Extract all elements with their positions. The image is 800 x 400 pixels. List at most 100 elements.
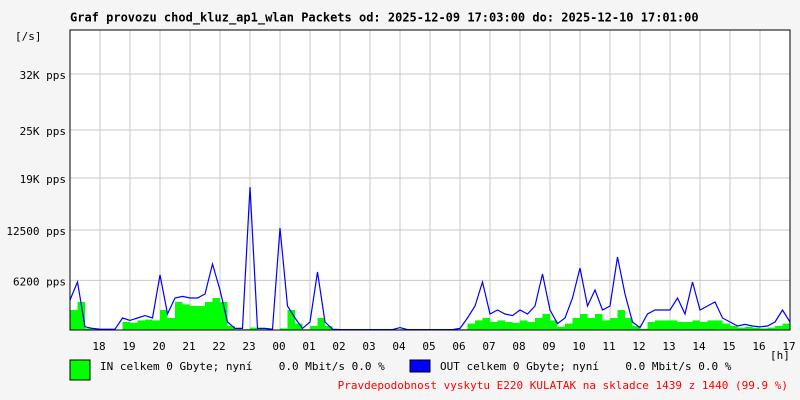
in-bar bbox=[677, 322, 685, 330]
in-bar bbox=[122, 322, 130, 330]
chart-title: Graf provozu chod_kluz_ap1_wlan Packets … bbox=[70, 11, 699, 26]
x-tick-label: 00 bbox=[272, 340, 285, 353]
in-bar bbox=[647, 322, 655, 330]
in-bar bbox=[475, 320, 483, 330]
in-bar bbox=[550, 320, 558, 330]
legend-label: OUT celkem 0 Gbyte; nyní 0.0 Mbit/s 0.0 … bbox=[440, 360, 732, 373]
in-bar bbox=[482, 318, 490, 330]
in-bar bbox=[535, 318, 543, 330]
in-bar bbox=[737, 327, 745, 330]
x-tick-label: 17 bbox=[782, 340, 795, 353]
x-tick-label: 13 bbox=[662, 340, 675, 353]
in-bar bbox=[565, 323, 573, 330]
x-tick-label: 07 bbox=[482, 340, 495, 353]
legend-swatch bbox=[409, 359, 431, 373]
y-tick-label: 19K pps bbox=[20, 173, 66, 186]
x-tick-label: 19 bbox=[122, 340, 135, 353]
y-tick-label: 12500 pps bbox=[6, 225, 66, 238]
x-tick-label: 04 bbox=[392, 340, 406, 353]
in-bar bbox=[745, 326, 753, 330]
in-bar bbox=[505, 322, 513, 330]
in-bar bbox=[212, 298, 220, 330]
x-tick-label: 18 bbox=[92, 340, 105, 353]
in-bar bbox=[700, 322, 708, 330]
x-tick-label: 06 bbox=[452, 340, 465, 353]
x-tick-label: 15 bbox=[722, 340, 735, 353]
in-bar bbox=[190, 306, 198, 330]
in-bar bbox=[730, 326, 738, 330]
x-tick-label: 22 bbox=[212, 340, 225, 353]
in-bar bbox=[715, 320, 723, 330]
in-bar bbox=[130, 322, 138, 330]
in-bar bbox=[520, 320, 528, 330]
in-bar bbox=[220, 302, 228, 330]
in-bar bbox=[310, 326, 318, 330]
x-tick-label: 02 bbox=[332, 340, 345, 353]
in-bar bbox=[692, 320, 700, 330]
in-bar bbox=[557, 326, 565, 330]
in-bar bbox=[617, 310, 625, 330]
in-bar bbox=[602, 320, 610, 330]
in-bar bbox=[662, 320, 670, 330]
in-bar bbox=[760, 328, 768, 330]
in-bar bbox=[610, 318, 618, 330]
in-bar bbox=[70, 310, 78, 330]
in-bar bbox=[137, 320, 145, 330]
in-bar bbox=[250, 327, 258, 330]
in-bar bbox=[205, 302, 213, 330]
in-bar bbox=[287, 310, 295, 330]
y-tick-label: 32K pps bbox=[20, 69, 66, 82]
in-bar bbox=[767, 327, 775, 330]
footnote: Pravdepodobnost vyskytu E220 KULATAK na … bbox=[338, 379, 788, 392]
in-bar bbox=[77, 302, 85, 330]
in-bar bbox=[227, 326, 235, 330]
y-tick-label: 6200 pps bbox=[13, 275, 66, 288]
x-axis-label: [h] bbox=[770, 349, 790, 362]
x-tick-label: 01 bbox=[302, 340, 315, 353]
in-bar bbox=[722, 323, 730, 330]
x-tick-label: 05 bbox=[422, 340, 435, 353]
in-bar bbox=[85, 328, 93, 330]
in-bar bbox=[467, 323, 475, 330]
in-bar bbox=[145, 319, 153, 330]
in-bar bbox=[295, 323, 303, 330]
in-bar bbox=[782, 323, 790, 330]
in-bar bbox=[490, 322, 498, 330]
y-axis-label: [/s] bbox=[15, 30, 42, 43]
in-bar bbox=[542, 314, 550, 330]
in-bar bbox=[497, 320, 505, 330]
in-bar bbox=[655, 320, 663, 330]
legend-swatch bbox=[69, 359, 91, 381]
x-tick-label: 08 bbox=[512, 340, 525, 353]
in-bar bbox=[707, 320, 715, 330]
x-tick-label: 21 bbox=[182, 340, 195, 353]
in-bar bbox=[670, 320, 678, 330]
grid bbox=[70, 30, 791, 330]
in-bar bbox=[317, 318, 325, 330]
plot-border bbox=[69, 29, 791, 331]
x-tick-label: 14 bbox=[692, 340, 706, 353]
in-bar bbox=[182, 304, 190, 330]
in-bar bbox=[632, 326, 640, 330]
in-bar bbox=[197, 306, 205, 330]
legend-label: IN celkem 0 Gbyte; nyní 0.0 Mbit/s 0.0 % bbox=[100, 360, 385, 373]
x-tick-label: 16 bbox=[752, 340, 765, 353]
x-tick-label: 23 bbox=[242, 340, 255, 353]
in-bar bbox=[280, 328, 288, 330]
x-tick-label: 09 bbox=[542, 340, 555, 353]
in-bar bbox=[152, 320, 160, 330]
in-bar bbox=[752, 327, 760, 330]
in-bar bbox=[685, 322, 693, 330]
x-tick-label: 20 bbox=[152, 340, 165, 353]
x-tick-label: 12 bbox=[632, 340, 645, 353]
in-bar bbox=[775, 326, 783, 330]
in-bar bbox=[625, 318, 633, 330]
in-bar bbox=[580, 314, 588, 330]
in-bar bbox=[595, 314, 603, 330]
in-bar bbox=[587, 318, 595, 330]
y-tick-label: 25K pps bbox=[20, 125, 66, 138]
in-bar bbox=[527, 322, 535, 330]
in-bar bbox=[160, 310, 168, 330]
